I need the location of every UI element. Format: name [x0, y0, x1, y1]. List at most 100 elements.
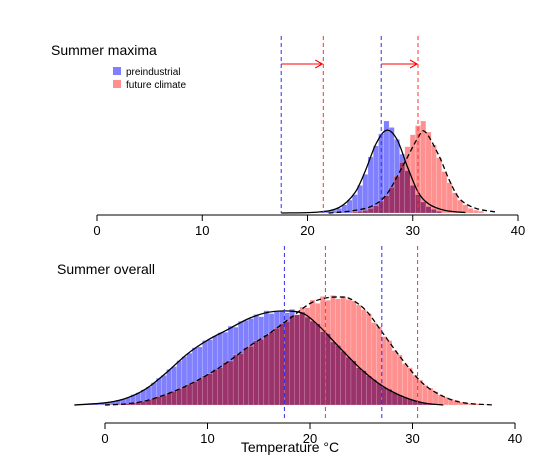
bar-overlap	[330, 341, 336, 406]
bar-overlap	[404, 170, 411, 214]
legend-label-preindustrial: preindustrial	[126, 67, 180, 78]
bar-overlap	[263, 334, 270, 406]
bar-overlap	[299, 311, 306, 406]
bar-overlap	[273, 328, 280, 406]
density-curve-preindustrial	[74, 310, 444, 406]
bar-overlap	[289, 315, 295, 406]
x-tick-label: 0	[101, 431, 108, 446]
bar-overlap	[388, 187, 395, 214]
legend-swatch-preindustrial	[113, 67, 121, 75]
bar-overlap	[394, 176, 400, 214]
bar-overlap	[376, 383, 382, 406]
x-tick-label: 10	[195, 223, 209, 238]
bars-overlap	[352, 162, 442, 214]
bar-overlap	[409, 185, 416, 214]
bar-preindustrial	[362, 174, 369, 214]
density-curve-preindustrial	[281, 129, 466, 214]
panel-title-summer-maxima: Summer maxima	[51, 42, 157, 58]
bar-overlap	[371, 379, 377, 406]
bar-future-climate	[436, 157, 442, 214]
bar-future-climate	[478, 210, 484, 214]
bar-overlap	[243, 347, 249, 406]
bar-future-climate	[427, 387, 434, 406]
bar-overlap	[150, 398, 157, 406]
bar-future-climate	[457, 199, 463, 214]
shift-arrow-head	[315, 59, 324, 69]
x-tick-label: 30	[406, 223, 420, 238]
x-tick-label: 20	[303, 431, 317, 446]
bar-overlap	[314, 323, 321, 406]
bar-overlap	[325, 333, 331, 406]
x-tick-label: 0	[93, 223, 100, 238]
legend-swatch-future-climate	[113, 80, 121, 88]
bar-overlap	[399, 162, 406, 214]
legend: preindustrial future climate	[113, 67, 186, 91]
bar-overlap	[258, 339, 265, 406]
bar-overlap	[227, 360, 234, 406]
bar-preindustrial	[336, 208, 342, 214]
bar-overlap	[352, 211, 358, 214]
bar-overlap	[367, 208, 374, 214]
bar-overlap	[357, 210, 363, 214]
bar-future-climate	[422, 385, 429, 406]
bar-overlap	[166, 392, 172, 406]
bar-future-climate	[443, 396, 449, 406]
bar-overlap	[284, 321, 290, 406]
bar-overlap	[253, 340, 259, 406]
bar-overlap	[350, 360, 357, 406]
bar-future-climate	[441, 171, 448, 214]
bar-overlap	[383, 195, 390, 214]
bar-overlap	[373, 205, 379, 214]
bar-future-climate	[462, 204, 469, 214]
bar-overlap	[425, 206, 432, 214]
bar-overlap	[366, 375, 372, 406]
bar-overlap	[294, 314, 300, 406]
density-curve-future-climate	[104, 296, 495, 406]
bar-future-climate	[473, 210, 479, 214]
panel-summer-maxima: Summer maxima preindustrial future clima…	[51, 36, 525, 238]
bar-overlap	[232, 354, 239, 406]
bar-overlap	[361, 370, 367, 406]
bar-overlap	[362, 210, 369, 214]
bar-overlap	[345, 357, 352, 406]
x-tick-label: 20	[300, 223, 314, 238]
bar-overlap	[176, 388, 183, 406]
bar-overlap	[238, 353, 244, 406]
bar-future-climate	[425, 131, 432, 214]
bar-overlap	[381, 387, 388, 406]
density-curve-future-climate	[328, 130, 498, 214]
bar-overlap	[335, 345, 341, 406]
bar-future-climate	[430, 144, 437, 214]
panel-summer-overall: Summer overall Temperature °C 0 10 20 30 40	[57, 246, 522, 455]
bar-overlap	[212, 368, 218, 406]
bar-overlap	[186, 384, 193, 406]
bar-overlap	[171, 390, 177, 406]
bar-overlap	[268, 331, 275, 406]
bar-future-climate	[467, 208, 474, 214]
bar-overlap	[279, 323, 285, 406]
bar-overlap	[248, 345, 254, 406]
bar-overlap	[197, 378, 203, 406]
bar-overlap	[320, 331, 326, 406]
bar-overlap	[309, 320, 316, 406]
bar-overlap	[355, 367, 362, 406]
x-tick-label: 30	[405, 431, 419, 446]
x-tick-label: 10	[200, 431, 214, 446]
bar-preindustrial	[367, 156, 374, 214]
bar-future-climate	[446, 182, 453, 214]
x-axis-label: Temperature °C	[241, 439, 339, 455]
bar-overlap	[161, 395, 167, 406]
panel-title-summer-overall: Summer overall	[57, 261, 155, 277]
bar-overlap	[207, 373, 213, 406]
bar-overlap	[191, 381, 198, 406]
bar-overlap	[181, 386, 188, 406]
bar-overlap	[436, 210, 442, 214]
bar-overlap	[340, 351, 347, 406]
bar-overlap	[222, 362, 229, 406]
shift-arrow-head	[409, 59, 419, 69]
bar-overlap	[430, 209, 437, 214]
bar-overlap	[217, 367, 224, 406]
x-tick-label: 40	[511, 223, 525, 238]
bar-overlap	[420, 201, 427, 214]
